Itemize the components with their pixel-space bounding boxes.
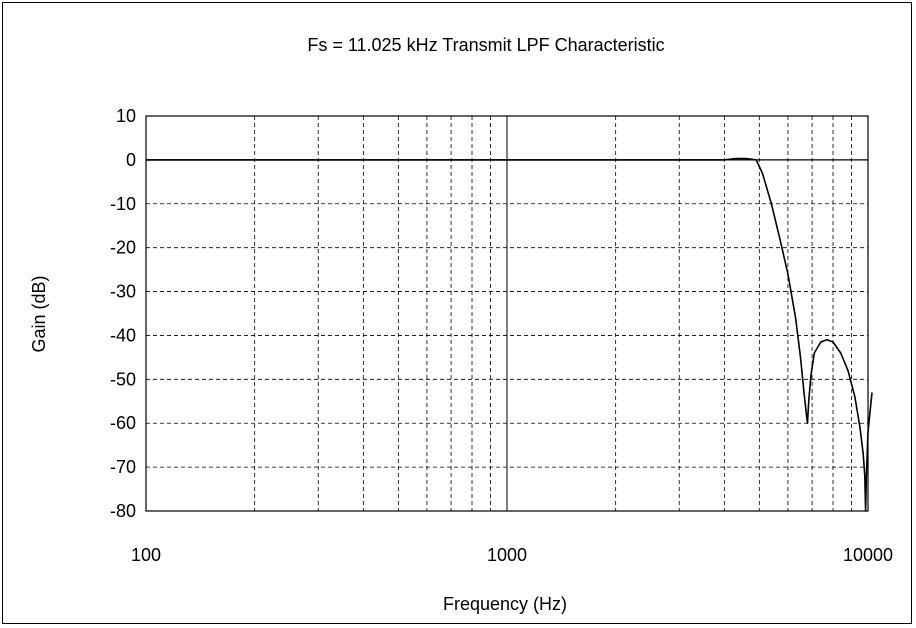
y-tick-label: -50 <box>110 369 136 389</box>
y-tick-label: -10 <box>110 194 136 214</box>
x-tick-label: 100 <box>131 545 161 565</box>
y-tick-label: 10 <box>116 106 136 126</box>
y-tick-label: -20 <box>110 238 136 258</box>
x-axis-label: Frequency (Hz) <box>443 594 567 614</box>
y-axis-label: Gain (dB) <box>29 275 49 352</box>
plot-area-border <box>145 115 869 512</box>
y-tick-label: -30 <box>110 282 136 302</box>
y-tick-label: 0 <box>126 150 136 170</box>
grid <box>146 116 868 511</box>
x-tick-label: 1000 <box>487 545 527 565</box>
y-tick-label: -60 <box>110 413 136 433</box>
x-tick-label: 10000 <box>843 545 893 565</box>
y-tick-label: -70 <box>110 457 136 477</box>
chart-title: Fs = 11.025 kHz Transmit LPF Characteris… <box>307 35 664 55</box>
series-line <box>146 157 873 512</box>
y-tick-label: -80 <box>110 501 136 521</box>
y-tick-label: -40 <box>110 325 136 345</box>
series-group <box>146 157 873 512</box>
